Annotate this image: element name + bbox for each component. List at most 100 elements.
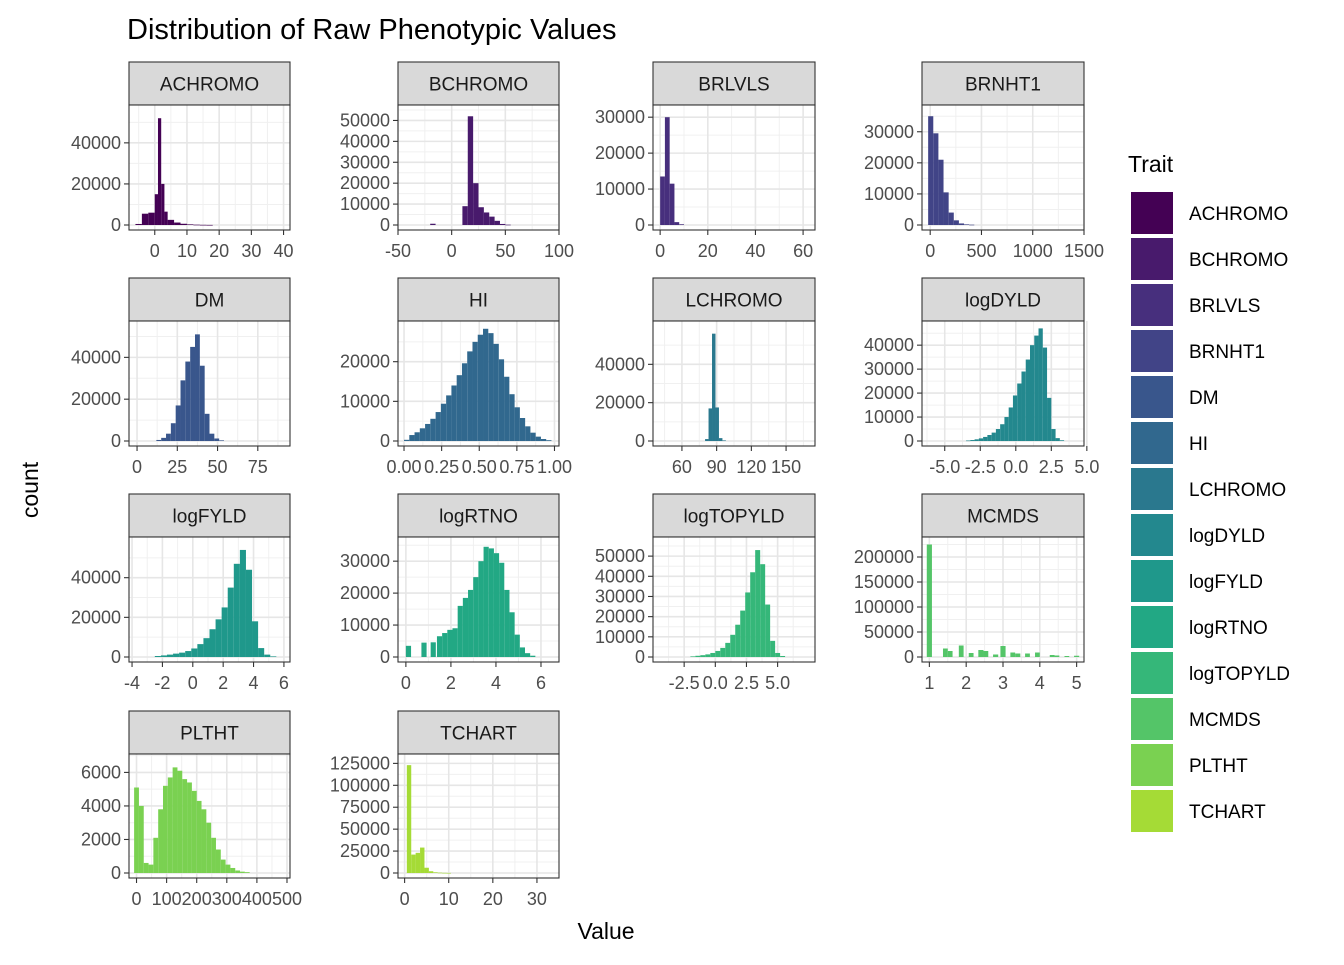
histogram-bar	[156, 439, 162, 441]
histogram-bar	[167, 219, 175, 225]
legend-key-logrtno	[1131, 606, 1173, 648]
strip-achromo	[128, 61, 291, 106]
histogram-bar	[755, 550, 761, 657]
panel-border	[128, 753, 291, 879]
strip-brlvls	[652, 61, 816, 106]
histogram-bar	[177, 770, 183, 873]
x-tick-label: 0.50	[462, 457, 497, 477]
histogram-bar	[504, 376, 510, 441]
x-tick-label: 0.75	[499, 457, 534, 477]
histogram-bar	[160, 655, 167, 657]
legend-label-achromo: ACHROMO	[1189, 204, 1288, 225]
x-tick-label: 60	[793, 241, 813, 261]
legend-label-hi: HI	[1189, 434, 1208, 455]
strip-label-logtopyld: logTOPYLD	[683, 507, 784, 528]
histogram-bar	[705, 439, 709, 441]
x-tick-label: 0.25	[424, 457, 459, 477]
histogram-bar	[1021, 371, 1026, 441]
panel-border	[397, 104, 560, 231]
histogram-bar	[240, 871, 245, 873]
x-tick-label: 3	[998, 673, 1008, 693]
histogram-bar	[180, 380, 186, 441]
histogram-bar	[415, 852, 421, 873]
strip-label-logdyld: logDYLD	[965, 291, 1041, 312]
panel-border	[652, 104, 816, 231]
histogram-bar	[411, 854, 416, 873]
y-tick-label: 0	[904, 431, 914, 451]
histogram-bar	[715, 650, 721, 657]
histogram-bar	[409, 435, 415, 441]
histogram-bar	[462, 597, 469, 657]
x-tick-label: 0	[132, 457, 142, 477]
y-tick-label: 10000	[595, 179, 645, 199]
x-tick-label: 1000	[1013, 241, 1053, 261]
facet-panel-achromo: ACHROMO 0 20000 40000 0 10 20 30 40	[71, 61, 294, 261]
legend-key-brlvls	[1131, 284, 1173, 326]
y-tick-label: 0	[380, 863, 390, 883]
histogram-bar	[1008, 407, 1013, 441]
histogram-bar	[467, 351, 473, 441]
histogram-bar	[1059, 440, 1065, 441]
x-tick-label: 30	[527, 889, 547, 909]
x-tick-label: 20	[698, 241, 718, 261]
histogram-bar	[258, 648, 265, 657]
histogram-bar	[540, 439, 547, 441]
histogram-bar	[493, 553, 500, 657]
panel-background-brlvls	[653, 105, 815, 230]
strip-label-logrtno: logRTNO	[439, 507, 518, 528]
y-tick-label: 40000	[340, 131, 390, 151]
histogram-bar	[446, 872, 451, 874]
strip-logfyld	[128, 493, 291, 538]
y-tick-label: 150000	[854, 572, 914, 592]
legend-label-lchromo: LCHROMO	[1189, 480, 1286, 501]
histogram-bar	[488, 548, 494, 657]
legend-key-brnht1	[1131, 330, 1173, 372]
histogram-bar	[700, 655, 706, 657]
histogram-bar	[493, 343, 499, 441]
panel-border	[128, 536, 291, 663]
histogram-bar	[483, 546, 489, 657]
x-tick-label: 60	[672, 457, 692, 477]
histogram-bar	[185, 361, 191, 441]
histogram-bar	[991, 432, 996, 441]
histogram-bar	[430, 223, 436, 225]
histogram-bar	[969, 224, 975, 226]
histogram-bar	[215, 619, 222, 657]
histogram-bar	[428, 871, 434, 873]
histogram-bar	[424, 867, 429, 873]
histogram-bar	[206, 822, 212, 873]
x-tick-label: 0	[150, 241, 160, 261]
histogram-bar	[983, 651, 989, 657]
histogram-bar	[472, 341, 478, 441]
histogram-bar	[660, 176, 665, 225]
histogram-bar	[180, 223, 187, 225]
histogram-bar	[143, 862, 149, 873]
histogram-bar	[504, 589, 510, 657]
histogram-bar	[519, 647, 525, 657]
x-tick-label: 25	[167, 457, 187, 477]
histogram-bar	[191, 648, 198, 657]
histogram-bar	[509, 612, 515, 657]
histogram-bar	[166, 654, 174, 657]
x-tick-label: 90	[707, 457, 727, 477]
histogram-bar	[1074, 655, 1080, 657]
histogram-bar	[451, 385, 457, 441]
histogram-bar	[230, 867, 236, 873]
x-tick-label: 150	[771, 457, 801, 477]
histogram-bar	[141, 213, 149, 225]
y-tick-label: 25000	[340, 841, 390, 861]
legend-label-logfyld: logFYLD	[1189, 572, 1263, 593]
x-tick-label: 0	[925, 241, 935, 261]
facet-panel-hi: HI 0 10000 20000 0.00 0.25 0.50 0.75 1.00	[340, 277, 572, 477]
x-tick-label: -2	[154, 673, 170, 693]
histogram-bar	[964, 224, 970, 225]
facet-panel-dm: DM 0 20000 40000 0 25 50 75	[71, 277, 291, 477]
legend-key-lchromo	[1131, 468, 1173, 510]
histogram-bar	[187, 782, 192, 873]
y-tick-label: 0	[380, 215, 390, 235]
x-tick-label: 40	[274, 241, 294, 261]
histogram-bar	[430, 418, 436, 441]
y-tick-label: 10000	[595, 627, 645, 647]
